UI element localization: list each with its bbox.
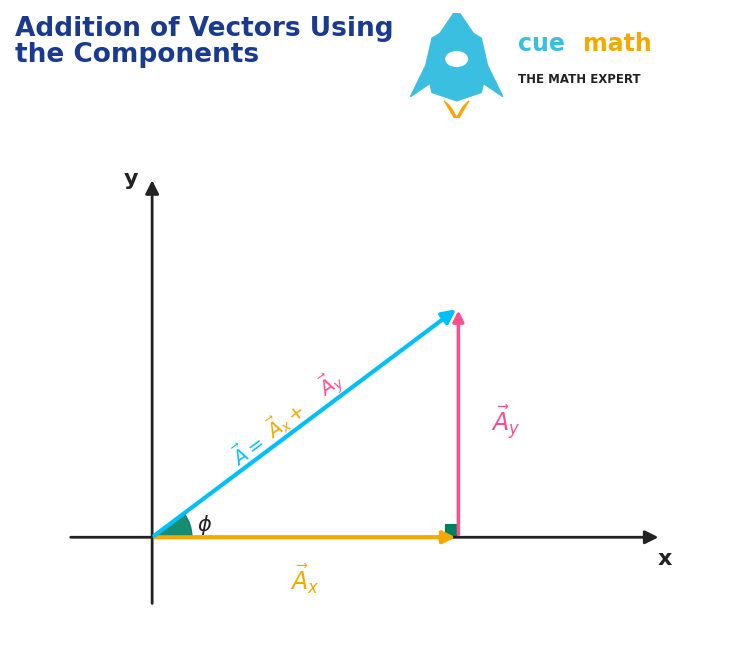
- Text: $\vec{A}=$: $\vec{A}=$: [227, 430, 269, 470]
- Text: cue: cue: [518, 33, 565, 56]
- Polygon shape: [426, 24, 487, 101]
- Text: $\vec{A}_y$: $\vec{A}_y$: [491, 403, 520, 441]
- Polygon shape: [444, 101, 469, 121]
- Text: $\vec{A}_y$: $\vec{A}_y$: [312, 364, 350, 404]
- Polygon shape: [478, 65, 503, 97]
- Circle shape: [446, 52, 468, 67]
- Text: math: math: [583, 33, 652, 56]
- Text: Addition of Vectors Using: Addition of Vectors Using: [15, 16, 394, 42]
- Polygon shape: [410, 65, 435, 97]
- Wedge shape: [152, 513, 192, 537]
- Text: THE MATH EXPERT: THE MATH EXPERT: [518, 73, 641, 86]
- Polygon shape: [438, 9, 475, 36]
- Text: $\vec{A}_x$: $\vec{A}_x$: [290, 562, 320, 596]
- Text: the Components: the Components: [15, 42, 259, 69]
- Text: $\vec{A}_x+$: $\vec{A}_x+$: [260, 396, 311, 444]
- Text: x: x: [658, 549, 672, 569]
- Text: y: y: [123, 169, 138, 189]
- Text: ϕ: ϕ: [197, 515, 211, 535]
- Bar: [446, 525, 458, 537]
